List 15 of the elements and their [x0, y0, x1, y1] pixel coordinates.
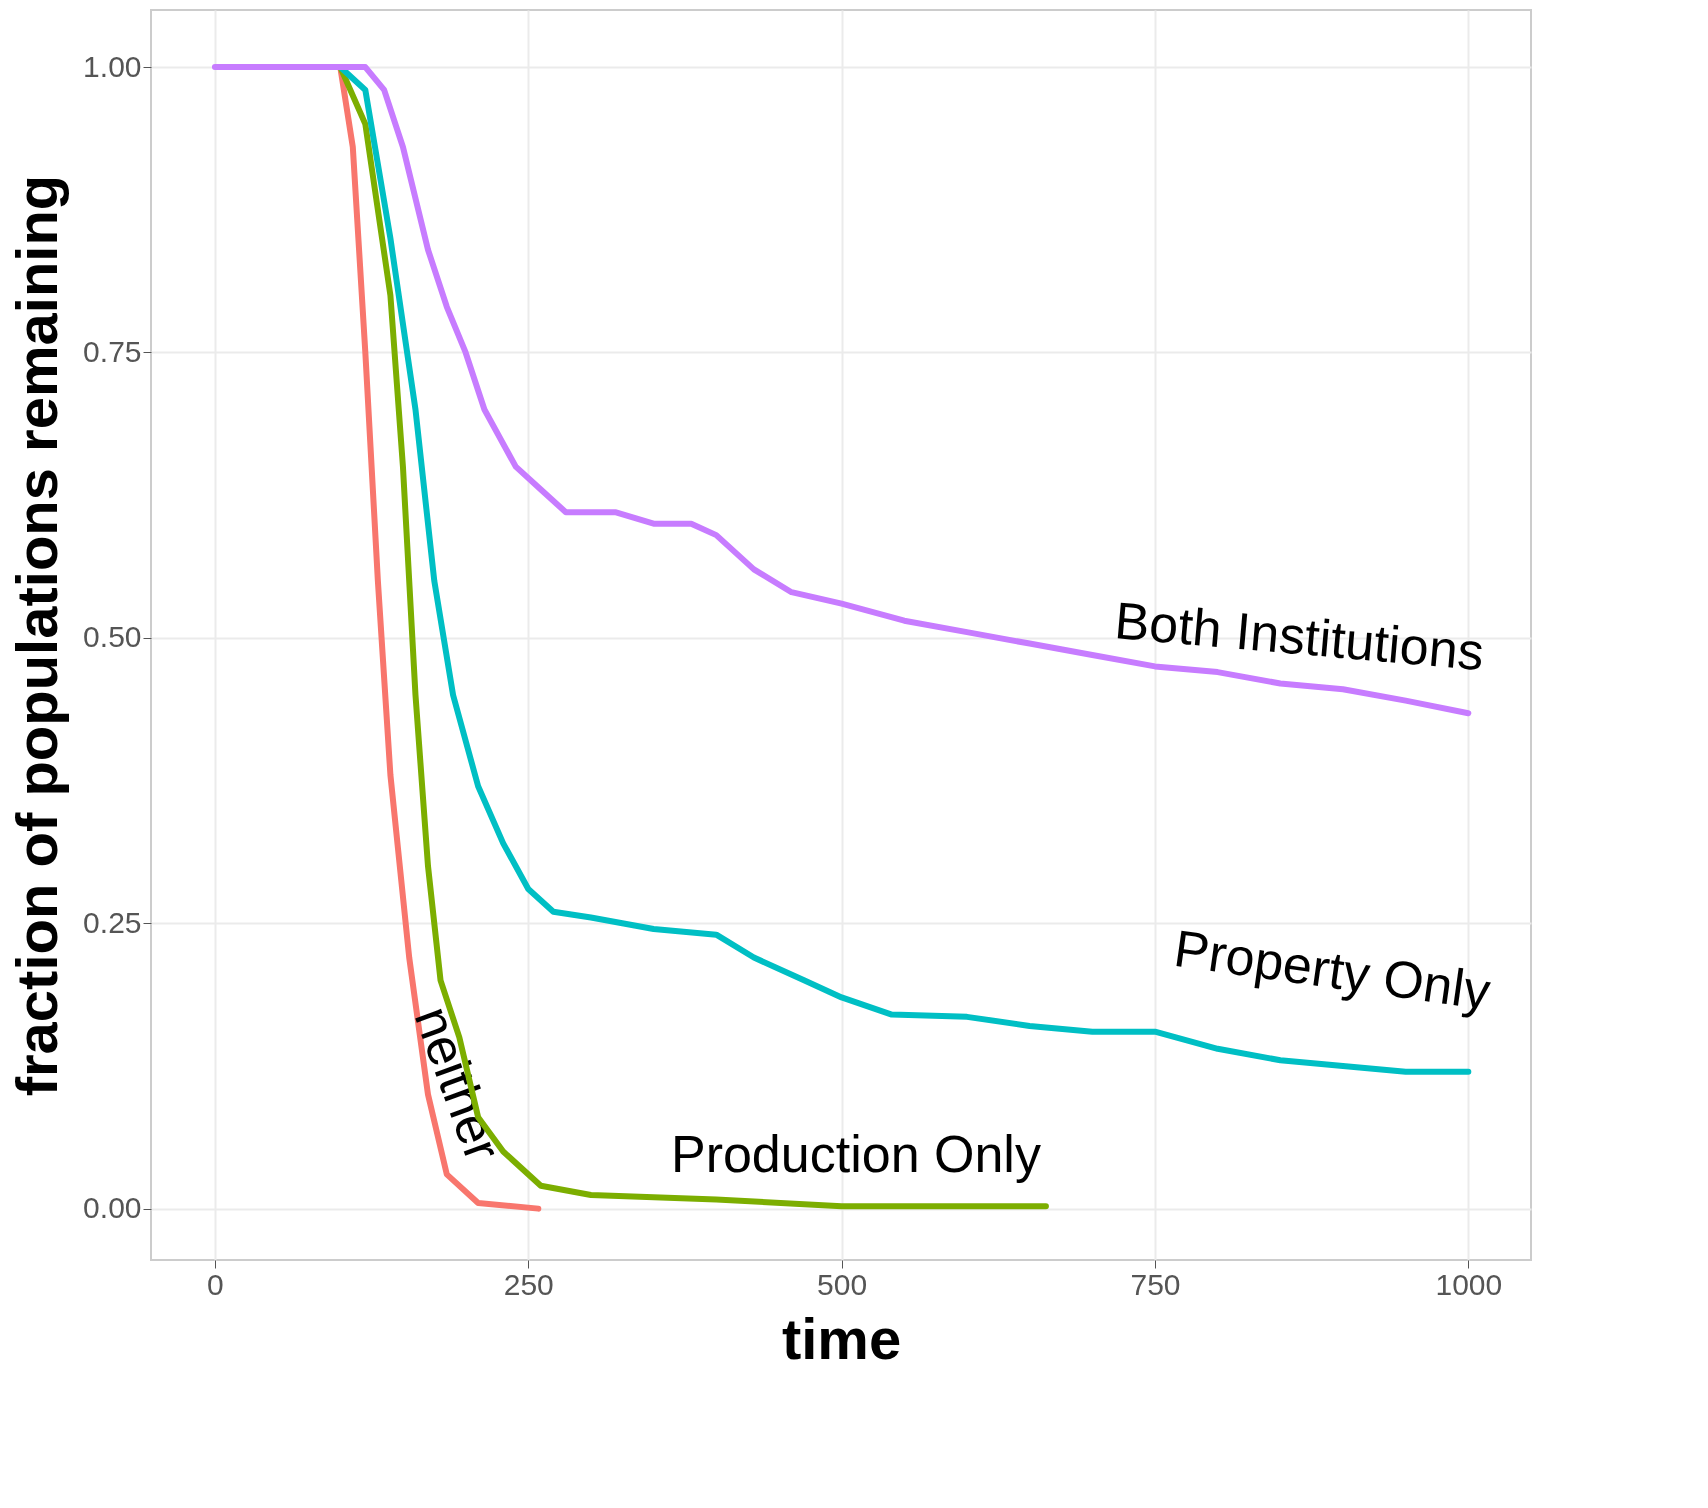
x-axis-title: time — [781, 1305, 902, 1371]
text: Property Only — [1170, 918, 1494, 1021]
y-tick-label: 1.00 — [83, 49, 142, 83]
y-tick-label: 0.75 — [83, 334, 142, 368]
y-tick-label: 0.50 — [83, 620, 142, 654]
x-tick-label: 750 — [1130, 1267, 1181, 1301]
y-tick-label: 0.00 — [83, 1191, 142, 1225]
y-axis-title: fraction of populations remaining — [4, 174, 70, 1097]
series-label: Production Only — [670, 1125, 1041, 1184]
x-tick-label: 0 — [207, 1267, 224, 1301]
y-tick-label: 0.25 — [83, 905, 142, 939]
series-label: Both Institutions — [1112, 591, 1487, 682]
x-tick-label: 500 — [817, 1267, 868, 1301]
x-tick-label: 1000 — [1435, 1267, 1503, 1301]
x-tick-label: 250 — [503, 1267, 554, 1301]
